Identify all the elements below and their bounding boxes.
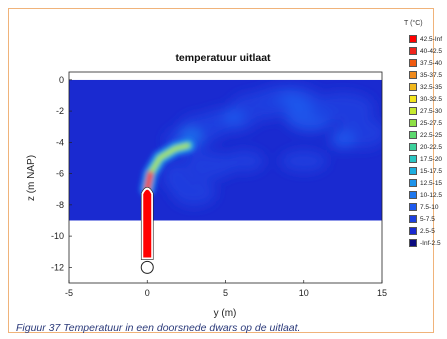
- x-axis-ticks: -5 0 5 10 15: [65, 280, 387, 298]
- temperature-field: [69, 79, 382, 221]
- legend-item: 27.5-30: [409, 107, 442, 117]
- temperature-region-8: [184, 151, 235, 180]
- temperature-region-15: [277, 92, 306, 105]
- outlet-pipe: [140, 186, 154, 274]
- plume-core-hot: [144, 171, 153, 192]
- legend-swatch: [409, 155, 417, 164]
- legend-swatch: [409, 203, 417, 212]
- y-tick-label: -6: [56, 169, 64, 179]
- legend-label: 17.5-20: [420, 156, 443, 163]
- legend-item: 12.5-15: [409, 179, 442, 189]
- legend-swatch: [409, 215, 417, 224]
- legend-swatch: [409, 59, 417, 68]
- legend-item: 2.5-5: [409, 227, 435, 237]
- legend-swatch: [409, 239, 417, 248]
- y-axis-ticks: 0 -2 -4 -6 -8 -10 -12: [51, 75, 72, 272]
- outlet-opening-circle: [140, 260, 154, 274]
- y-tick-label: 0: [59, 75, 64, 85]
- legend-label: 10-12.5: [420, 192, 443, 199]
- legend-item: 20-22.5: [409, 143, 442, 153]
- y-tick-label: -10: [51, 231, 64, 241]
- legend-swatch: [409, 131, 417, 140]
- legend-item: 10-12.5: [409, 191, 442, 201]
- legend-swatch: [409, 143, 417, 152]
- legend-swatch: [409, 83, 417, 92]
- legend-label: 25-27.5: [420, 120, 443, 127]
- legend-label: 40-42.5: [420, 48, 443, 55]
- temperature-region-12: [280, 150, 328, 173]
- legend-label: 32.5-35: [420, 84, 443, 91]
- legend-swatch: [409, 119, 417, 128]
- legend-item: 22.5-25: [409, 131, 442, 141]
- x-axis-label: y (m): [214, 308, 237, 319]
- legend-item: 15-17.5: [409, 167, 442, 177]
- outlet-hot-water: [143, 189, 152, 258]
- legend-item: -Inf-2.5: [409, 239, 441, 249]
- x-tick-label: -5: [65, 288, 73, 298]
- legend-item: 35-37.5: [409, 71, 442, 81]
- legend-label: 30-32.5: [420, 96, 443, 103]
- legend-swatch: [409, 95, 417, 104]
- x-tick-label: 5: [223, 288, 228, 298]
- legend-label: 7.5-10: [420, 204, 439, 211]
- legend-item: 37.5-40: [409, 59, 442, 69]
- legend-label: 27.5-30: [420, 108, 443, 115]
- legend-swatch: [409, 179, 417, 188]
- x-tick-label: 0: [145, 288, 150, 298]
- temperature-region-9: [223, 150, 265, 173]
- legend-label: 37.5-40: [420, 60, 443, 67]
- legend-label: 42.5-Inf: [420, 36, 443, 43]
- legend-item: 7.5-10: [409, 203, 438, 213]
- legend-title: T (°C): [404, 20, 423, 27]
- legend-label: 22.5-25: [420, 132, 443, 139]
- legend-item: 30-32.5: [409, 95, 442, 105]
- temperature-region-11: [162, 161, 188, 193]
- figure-frame: [8, 8, 434, 333]
- y-tick-label: -8: [56, 200, 64, 210]
- y-tick-label: -2: [56, 106, 64, 116]
- legend-item: 17.5-20: [409, 155, 442, 165]
- legend-item: 5-7.5: [409, 215, 435, 225]
- x-tick-label: 15: [377, 288, 387, 298]
- y-tick-label: -4: [56, 137, 64, 147]
- y-axis-label: z (m NAP): [26, 155, 37, 201]
- legend-item: 42.5-Inf: [409, 35, 442, 45]
- legend-swatch: [409, 35, 417, 44]
- x-tick-label: 10: [299, 288, 309, 298]
- legend-item: 40-42.5: [409, 47, 442, 57]
- chart-title: temperatuur uitlaat: [175, 52, 271, 64]
- legend-swatch: [409, 107, 417, 116]
- legend-swatch: [409, 71, 417, 80]
- legend-label: 12.5-15: [420, 180, 443, 187]
- legend-label: 15-17.5: [420, 168, 443, 175]
- figure-caption: Figuur 37 Temperatuur in een doorsnede d…: [16, 322, 301, 334]
- legend-label: 5-7.5: [420, 216, 435, 223]
- legend-swatch: [409, 191, 417, 200]
- temperature-region-14: [222, 109, 245, 126]
- legend-swatch: [409, 227, 417, 236]
- legend-swatch: [409, 47, 417, 56]
- temperature-region-6: [311, 92, 375, 124]
- legend-swatch: [409, 167, 417, 176]
- y-tick-label: -12: [51, 262, 64, 272]
- legend-label: -Inf-2.5: [420, 240, 441, 247]
- temperature-region-13: [330, 129, 356, 149]
- legend-label: 20-22.5: [420, 144, 443, 151]
- legend-item: 32.5-35: [409, 83, 442, 93]
- legend-item: 25-27.5: [409, 119, 442, 129]
- legend-label: 35-37.5: [420, 72, 443, 79]
- legend-label: 2.5-5: [420, 228, 435, 235]
